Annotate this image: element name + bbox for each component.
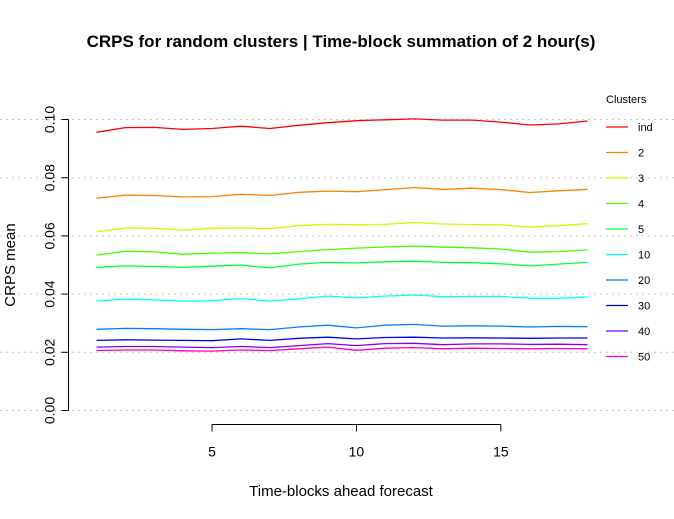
legend-label-20: 20 <box>638 275 650 287</box>
x-tick-label-0: 5 <box>208 444 216 460</box>
series-line-ind <box>96 118 588 133</box>
x-axis-label: Time-blocks ahead forecast <box>249 483 434 500</box>
legend-label-30: 30 <box>638 301 650 313</box>
y-tick-label-1: 0.02 <box>42 338 58 365</box>
legend-title: Clusters <box>606 94 647 106</box>
series-line-5 <box>96 260 588 269</box>
series-line-50 <box>96 346 588 352</box>
series-line-3 <box>96 221 588 233</box>
legend-label-2: 2 <box>638 148 644 160</box>
legend-label-3: 3 <box>638 173 644 185</box>
legend: Clusters ind 2 3 4 5 10 20 30 40 50 <box>606 94 653 364</box>
gridlines <box>0 119 674 411</box>
chart-title: CRPS for random clusters | Time-block su… <box>87 32 596 51</box>
series-line-40 <box>96 342 588 349</box>
series-line-10 <box>96 294 588 302</box>
legend-label-50: 50 <box>638 352 650 364</box>
y-tick-label-4: 0.08 <box>42 164 58 191</box>
series-lines <box>96 118 588 352</box>
legend-label-ind: ind <box>638 122 653 134</box>
y-axis-label: CRPS mean <box>2 223 19 306</box>
legend-label-5: 5 <box>638 224 644 236</box>
legend-label-10: 10 <box>638 250 650 262</box>
legend-label-40: 40 <box>638 326 650 338</box>
y-tick-label-3: 0.06 <box>42 222 58 249</box>
legend-label-4: 4 <box>638 199 644 211</box>
series-line-2 <box>96 186 588 199</box>
series-line-30 <box>96 336 588 342</box>
x-tick-label-2: 15 <box>493 444 509 460</box>
y-tick-label-2: 0.04 <box>42 280 58 307</box>
x-tick-label-1: 10 <box>349 444 365 460</box>
series-line-20 <box>96 323 588 331</box>
series-line-4 <box>96 245 588 256</box>
y-tick-label-0: 0.00 <box>42 397 58 424</box>
y-tick-label-5: 0.10 <box>42 106 58 133</box>
axes: 0.00 0.02 0.04 0.06 0.08 0.10 5 10 15 <box>42 106 509 460</box>
